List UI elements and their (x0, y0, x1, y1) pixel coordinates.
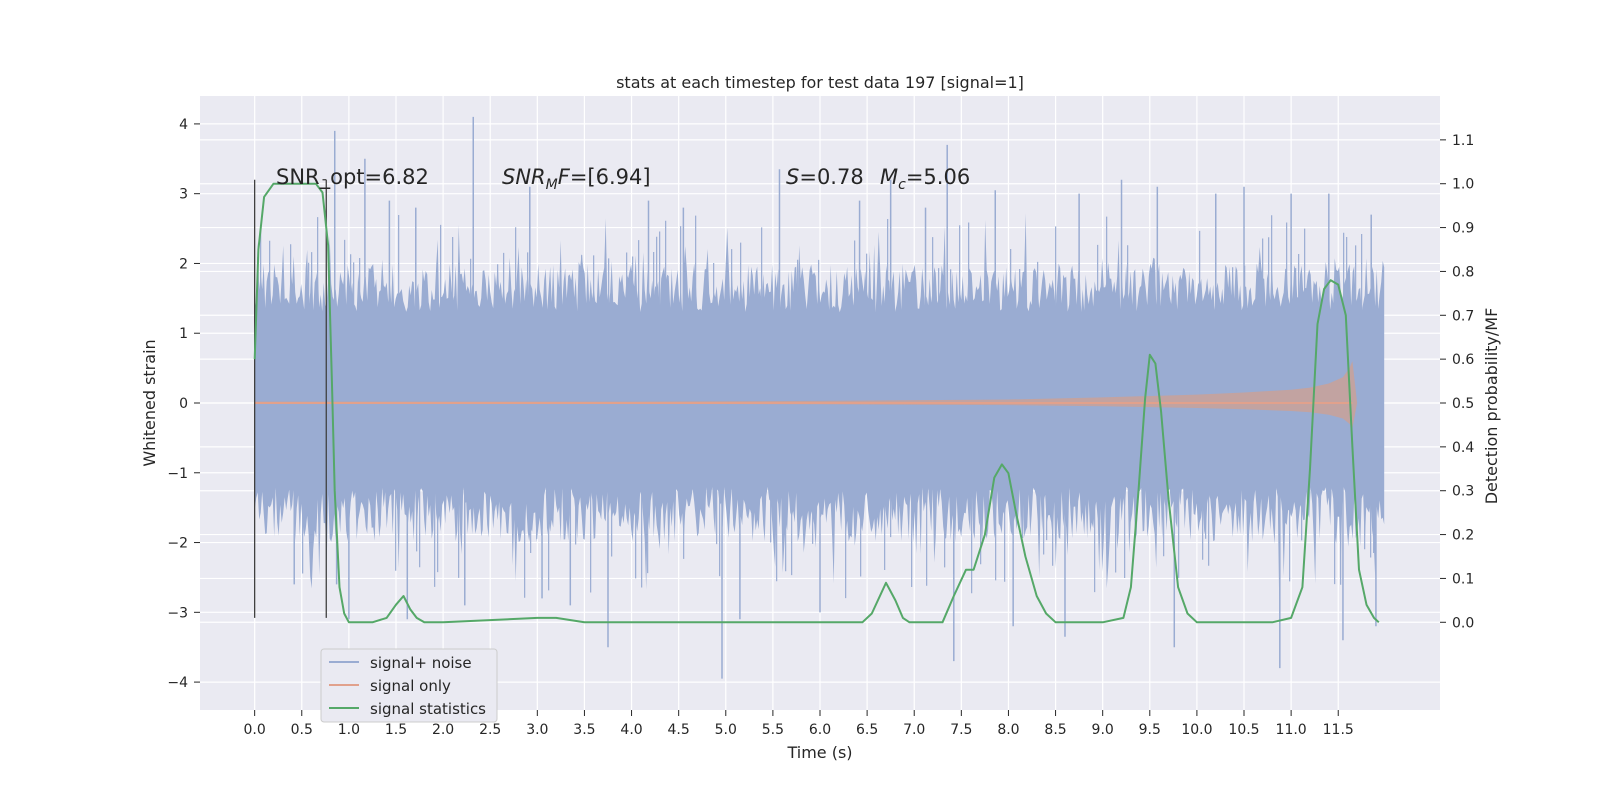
y-right-tick-label: 0.0 (1452, 615, 1474, 631)
legend-label-signal: signal only (370, 677, 451, 695)
y-right-tick-label: 0.9 (1452, 221, 1474, 237)
legend: signal+ noise signal only signal statist… (320, 648, 498, 723)
x-tick-label: 8.5 (1044, 722, 1066, 738)
x-tick-label: 3.0 (526, 722, 548, 738)
x-tick-label: 7.0 (903, 722, 925, 738)
y-right-tick-label: 1.0 (1452, 177, 1474, 193)
x-tick-label: 0.5 (291, 722, 313, 738)
y-right-tick-label: 0.7 (1452, 308, 1474, 324)
ticks: 0.0 0.5 1.0 1.5 2.0 2.5 3.0 3.5 4.0 4.5 5.0 5.5 6.0 6… (167, 117, 1474, 738)
x-tick-label: 2.5 (479, 722, 501, 738)
y-right-tick-label: 0.5 (1452, 396, 1474, 412)
series-signal-statistics (253, 182, 1380, 624)
x-tick-label: 2.0 (432, 722, 454, 738)
y-right-tick-label: 0.1 (1452, 571, 1474, 587)
y-left-tick-label: 0 (179, 396, 188, 412)
y-right-tick-label: 0.2 (1452, 528, 1474, 544)
y-right-tick-label: 0.6 (1452, 352, 1474, 368)
legend-label-statistics: signal statistics (370, 700, 486, 718)
x-tick-label: 6.0 (809, 722, 831, 738)
annotation-snr-mf: SNRMF=[6.94] (502, 165, 651, 193)
x-tick-label: 9.5 (1139, 722, 1161, 738)
y-left-tick-label: 3 (179, 187, 188, 203)
x-tick-label: 5.5 (762, 722, 784, 738)
x-tick-label: 11.0 (1276, 722, 1307, 738)
statistics-line (253, 182, 1380, 624)
series-signal-plus-noise (254, 116, 1385, 679)
y-left-tick-label: 2 (179, 256, 188, 272)
y-left-tick-label: 4 (179, 117, 188, 133)
y-right-tick-label: 1.1 (1452, 133, 1474, 149)
x-tick-label: 11.5 (1323, 722, 1354, 738)
y-left-tick-label: −2 (167, 536, 188, 552)
x-tick-label: 4.0 (620, 722, 642, 738)
x-tick-label: 10.0 (1181, 722, 1212, 738)
x-tick-label: 8.0 (997, 722, 1019, 738)
y-right-tick-label: 0.8 (1452, 264, 1474, 280)
y-axis-label-right: Detection probability/MF (1482, 308, 1501, 505)
y-left-tick-label: −4 (167, 675, 188, 691)
annotation-mc: Mc=5.06 (880, 165, 970, 193)
x-tick-label: 6.5 (856, 722, 878, 738)
x-tick-label: 1.0 (338, 722, 360, 738)
x-tick-label: 3.5 (573, 722, 595, 738)
y-right-tick-label: 0.4 (1452, 440, 1474, 456)
x-tick-label: 5.0 (715, 722, 737, 738)
y-axis-label-left: Whitened strain (140, 339, 159, 466)
x-tick-label: 4.5 (668, 722, 690, 738)
x-tick-label: 0.0 (244, 722, 266, 738)
x-tick-label: 9.0 (1092, 722, 1114, 738)
x-tick-label: 1.5 (385, 722, 407, 738)
y-right-tick-label: 0.3 (1452, 484, 1474, 500)
chart-title: stats at each timestep for test data 197… (616, 73, 1024, 92)
y-left-tick-label: −3 (167, 605, 188, 621)
x-tick-label: 7.5 (950, 722, 972, 738)
annotation-s: S=0.78 (786, 165, 864, 189)
annotation-snr-opt: SNR_opt=6.82 (276, 165, 429, 190)
marker-lines (254, 179, 327, 618)
y-left-tick-label: 1 (179, 326, 188, 342)
y-left-tick-label: −1 (167, 466, 188, 482)
x-tick-label: 10.5 (1228, 722, 1259, 738)
legend-label-noise: signal+ noise (370, 654, 472, 672)
x-axis-label: Time (s) (786, 743, 852, 762)
legend-box (320, 648, 498, 723)
